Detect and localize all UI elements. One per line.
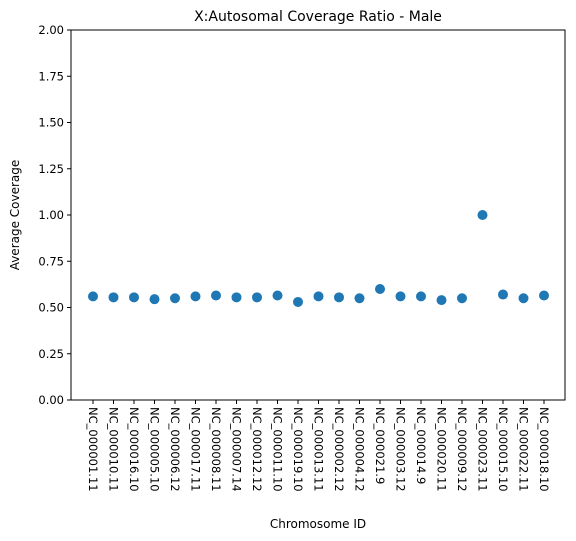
x-tick-label: NC_000016.10 [127, 407, 141, 492]
y-tick-label: 2.00 [38, 23, 64, 37]
y-tick-label: 1.50 [38, 116, 64, 130]
x-tick-label: NC_000014.9 [414, 407, 428, 484]
data-point [498, 290, 508, 300]
x-tick-label: NC_000019.10 [291, 407, 305, 492]
x-axis-label: Chromosome ID [270, 517, 366, 531]
y-tick-label: 0.75 [38, 254, 64, 268]
data-point [170, 293, 180, 303]
x-tick-label: NC_000007.14 [230, 407, 244, 492]
x-tick-label: NC_000010.11 [107, 407, 121, 492]
data-point [539, 290, 549, 300]
x-tick-label: NC_000008.11 [209, 407, 223, 492]
data-point [396, 291, 406, 301]
y-tick-label: 0.25 [38, 347, 64, 361]
y-tick-label: 1.75 [38, 69, 64, 83]
data-point [88, 291, 98, 301]
x-tick-label: NC_000009.12 [455, 407, 469, 492]
data-point [273, 290, 283, 300]
y-tick-label: 1.25 [38, 162, 64, 176]
data-point [519, 293, 529, 303]
y-tick-label: 0.00 [38, 393, 64, 407]
y-axis-label: Average Coverage [8, 160, 22, 271]
data-point [334, 292, 344, 302]
x-tick-label: NC_000015.10 [496, 407, 510, 492]
x-tick-label: NC_000011.10 [271, 407, 285, 492]
x-tick-label: NC_000021.9 [373, 407, 387, 484]
y-axis-ticks: 0.00 0.25 0.50 0.75 1.00 1.25 1.50 1.75 2.00 [38, 23, 71, 407]
x-tick-label: NC_000012.12 [250, 407, 264, 492]
data-points [88, 210, 549, 307]
plot-frame [71, 30, 565, 400]
x-tick-label: NC_000017.11 [189, 407, 203, 492]
x-axis-ticks: NC_000001.11 NC_000010.11 NC_000016.10 NC_0… [86, 400, 551, 492]
x-tick-label: NC_000004.12 [353, 407, 367, 492]
data-point [293, 297, 303, 307]
x-tick-label: NC_000006.12 [168, 407, 182, 492]
x-tick-label: NC_000018.10 [537, 407, 551, 492]
x-tick-label: NC_000022.11 [517, 407, 531, 492]
data-point [355, 293, 365, 303]
data-point [252, 292, 262, 302]
chart-title: X:Autosomal Coverage Ratio - Male [194, 9, 442, 25]
data-point [150, 294, 160, 304]
data-point [375, 284, 385, 294]
data-point [232, 292, 242, 302]
data-point [109, 292, 119, 302]
x-tick-label: NC_000013.11 [312, 407, 326, 492]
data-point [211, 290, 221, 300]
data-point [129, 292, 139, 302]
x-tick-label: NC_000005.10 [148, 407, 162, 492]
x-tick-label: NC_000002.12 [332, 407, 346, 492]
data-point [437, 295, 447, 305]
data-point [314, 291, 324, 301]
data-point [457, 293, 467, 303]
y-tick-label: 1.00 [38, 208, 64, 222]
x-tick-label: NC_000003.12 [394, 407, 408, 492]
data-point [478, 210, 488, 220]
x-tick-label: NC_000020.11 [435, 407, 449, 492]
x-tick-label: NC_000001.11 [86, 407, 100, 492]
data-point [191, 291, 201, 301]
x-tick-label: NC_000023.11 [476, 407, 490, 492]
data-point [416, 291, 426, 301]
y-tick-label: 0.50 [38, 301, 64, 315]
